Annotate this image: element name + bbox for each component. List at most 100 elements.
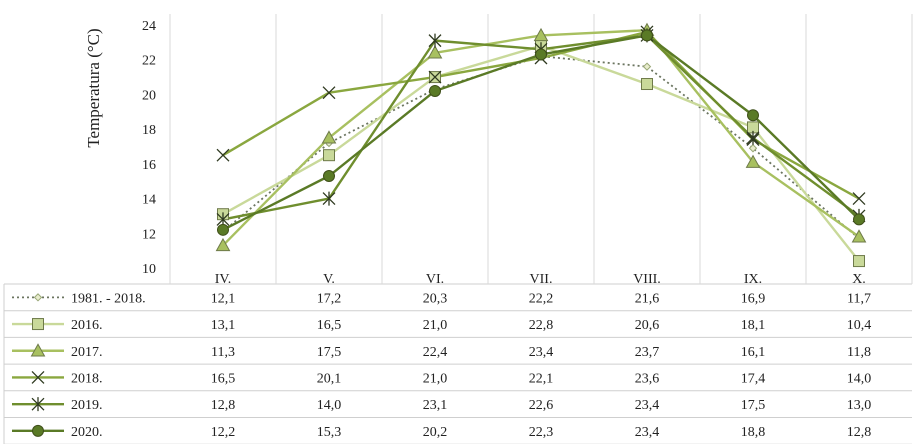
series-point	[853, 255, 865, 268]
series-point	[322, 86, 336, 100]
series-point	[427, 45, 443, 59]
table-cell-value: 11,7	[847, 291, 871, 306]
table-cell-value: 16,5	[317, 318, 342, 333]
y-tick-label: 10	[142, 262, 156, 277]
table-cell-value: 23,1	[423, 398, 448, 413]
data-table: 1981. - 2018. 12,1 17,2 20,3 22,2 21,6 16,9 11,…	[12, 291, 871, 440]
table-cell-value: 22,4	[423, 345, 448, 360]
table-cell-value: 23,6	[635, 371, 660, 386]
series-point	[745, 154, 761, 168]
table-cell-value: 23,4	[635, 398, 660, 413]
table-cell-value: 13,1	[211, 318, 236, 333]
x-tick-label: IX.	[744, 272, 762, 287]
table-cell-value: 18,1	[741, 318, 766, 333]
table-cell-value: 22,3	[529, 425, 554, 440]
table-cell-value: 16,5	[211, 371, 236, 386]
y-tick-label: 14	[142, 193, 156, 208]
table-cell-value: 22,1	[529, 371, 554, 386]
table-cell-value: 11,8	[847, 345, 871, 360]
table-cell-value: 23,7	[635, 345, 660, 360]
x-tick-label: VII.	[530, 272, 553, 287]
x-tick-label: VIII.	[633, 272, 661, 287]
table-cell-value: 21,6	[635, 291, 660, 306]
table-cell-value: 20,1	[317, 371, 342, 386]
table-cell-value: 20,6	[635, 318, 660, 333]
table-cell-value: 13,0	[847, 398, 872, 413]
table-cell-value: 15,3	[317, 425, 342, 440]
legend-series-name: 2018.	[71, 371, 103, 386]
legend-series-name: 2020.	[71, 425, 103, 440]
series-point	[216, 148, 230, 162]
table-cell-value: 17,4	[741, 371, 766, 386]
table-cell-value: 11,3	[211, 345, 235, 360]
legend-series-name: 2016.	[71, 318, 103, 333]
y-tick-label: 12	[142, 227, 156, 242]
table-cell-value: 22,2	[529, 291, 554, 306]
table-cell-value: 12,1	[211, 291, 236, 306]
x-tick-label: X.	[852, 272, 866, 287]
y-tick-label: 22	[142, 54, 156, 69]
legend-series-name: 2017.	[71, 345, 103, 360]
table-cell-value: 14,0	[847, 371, 872, 386]
y-tick-label: 20	[142, 88, 156, 103]
y-axis-label: Temperatura (°C)	[84, 28, 103, 147]
legend-key-marker	[33, 293, 43, 302]
table-cell-value: 20,3	[423, 291, 448, 306]
y-tick-label: 18	[142, 123, 156, 138]
series-point	[641, 78, 653, 91]
legend-key-marker	[31, 397, 45, 412]
x-tick-label: VI.	[426, 272, 444, 287]
table-cell-value: 17,5	[317, 345, 342, 360]
table-cell-value: 12,8	[847, 425, 872, 440]
series-point	[429, 84, 441, 97]
y-tick-label: 16	[142, 158, 156, 173]
series-line	[222, 44, 860, 262]
legend-series-name: 1981. - 2018.	[71, 291, 146, 306]
series-point	[852, 192, 866, 206]
table-cell-value: 17,2	[317, 291, 342, 306]
series-point	[533, 27, 549, 42]
series-point	[428, 33, 442, 48]
table-cell-value: 21,0	[423, 371, 448, 386]
x-tick-label: V.	[323, 272, 335, 287]
series-point	[215, 237, 231, 252]
y-tick-label: 24	[142, 19, 156, 34]
series-point	[641, 29, 653, 42]
series-markers	[215, 22, 867, 268]
table-cell-value: 21,0	[423, 318, 448, 333]
legend-key-marker	[32, 318, 44, 331]
series-point	[642, 62, 652, 71]
table-cell-value: 20,2	[423, 425, 448, 440]
series-point	[217, 223, 229, 236]
legend-series-name: 2019.	[71, 398, 103, 413]
legend-key-marker	[30, 343, 46, 357]
table-cell-value: 22,8	[529, 318, 554, 333]
series-point	[746, 130, 760, 145]
series-point	[321, 130, 337, 144]
x-tick-label: IV.	[215, 272, 231, 287]
table-cell-value: 23,4	[529, 345, 554, 360]
series-point	[747, 109, 759, 122]
table-cell-value: 23,4	[635, 425, 660, 440]
legend-key-marker	[31, 370, 45, 384]
series-point	[748, 144, 758, 153]
plot-gridlines	[169, 14, 913, 284]
series-point	[323, 170, 335, 183]
table-cell-value: 22,6	[529, 398, 554, 413]
series-point	[428, 70, 442, 84]
data-table-grid	[3, 283, 912, 444]
series-line	[222, 29, 860, 247]
table-cell-value: 14,0	[317, 398, 342, 413]
series-point	[323, 149, 335, 162]
series-lines	[222, 29, 860, 262]
table-cell-value: 12,8	[211, 398, 236, 413]
table-cell-value: 12,2	[211, 425, 236, 440]
table-cell-value: 10,4	[847, 318, 872, 333]
x-axis-ticks: IV. V. VI. VII. VIII. IX. X.	[215, 272, 866, 287]
table-cell-value: 17,5	[741, 398, 766, 413]
series-point	[322, 191, 336, 206]
table-cell-value: 16,9	[741, 291, 766, 306]
y-axis-ticks: 10 12 14 16 18 20 22 24	[142, 19, 156, 277]
series-point	[853, 213, 865, 226]
